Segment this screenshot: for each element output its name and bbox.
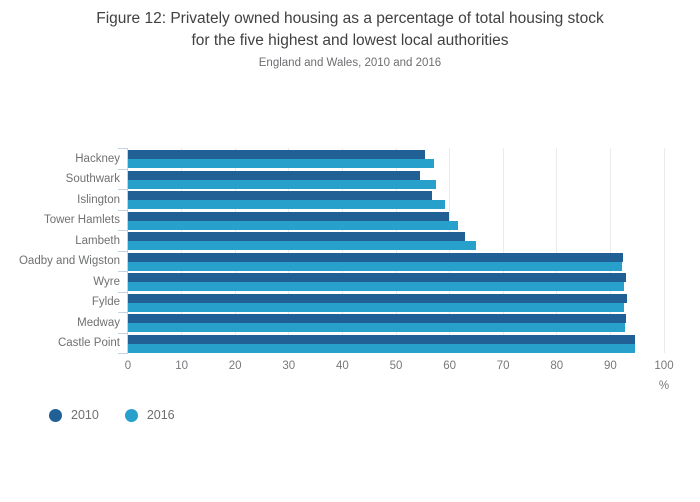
bar-2016-oadby-and-wigston <box>128 261 622 271</box>
category-label: Islington <box>77 193 120 206</box>
x-tick-label: 90 <box>603 360 617 372</box>
gridline <box>609 148 611 353</box>
legend-item-2016[interactable]: 2016 <box>124 408 175 422</box>
x-tick-label: 60 <box>443 360 456 372</box>
bar-2010-lambeth <box>128 232 466 241</box>
bar-2010-oadby-and-wigston <box>128 252 624 262</box>
legend-swatch-2010 <box>49 408 62 422</box>
chart-title-line2: for the five highest and lowest local au… <box>191 32 509 49</box>
bar-2010-hackney <box>128 150 425 159</box>
x-tick-label: 0 <box>124 360 132 372</box>
y-axis-tick <box>118 210 127 211</box>
bar-2010-medway <box>128 314 627 323</box>
x-tick-label: 50 <box>389 360 403 372</box>
y-axis-tick <box>118 189 127 190</box>
chart-title-line1: Figure 12: Privately owned housing as a … <box>96 10 604 27</box>
y-axis-tick <box>118 333 127 334</box>
category-label: Fylde <box>91 296 120 308</box>
bar-2016-fylde <box>128 302 625 312</box>
bar-2016-wyre <box>128 282 624 291</box>
x-tick-label: 20 <box>228 360 242 372</box>
bar-2016-tower-hamlets <box>128 220 459 230</box>
x-tick-label: 40 <box>335 360 349 372</box>
bar-2010-tower-hamlets <box>128 211 450 221</box>
x-axis-unit-label: % <box>658 380 670 392</box>
category-label: Tower Hamlets <box>43 214 120 226</box>
bar-2016-hackney <box>128 159 435 168</box>
bar-2010-islington <box>128 191 432 200</box>
x-tick-label: 30 <box>282 360 296 372</box>
legend-item-2010[interactable]: 2010 <box>49 408 99 422</box>
y-axis-tick <box>118 271 127 272</box>
gridline <box>556 148 558 353</box>
category-label: Castle Point <box>57 337 120 349</box>
x-tick-label: 80 <box>550 360 564 372</box>
bar-2010-southwark <box>128 170 421 180</box>
legend: 2010 2016 <box>49 408 175 422</box>
plot-area <box>128 148 665 353</box>
gridline <box>288 148 290 353</box>
bar-2016-islington <box>128 200 446 209</box>
gridline <box>395 148 397 353</box>
chart-subtitle: England and Wales, 2010 and 2016 <box>258 57 442 69</box>
bar-2016-medway <box>128 323 625 332</box>
y-axis-tick <box>118 312 127 313</box>
category-label: Oadby and Wigston <box>18 255 120 267</box>
gridline <box>341 148 343 353</box>
category-label: Wyre <box>93 275 120 288</box>
bar-2010-wyre <box>128 273 626 282</box>
y-axis-tick <box>118 251 127 252</box>
legend-swatch-2016 <box>124 408 138 422</box>
chart-title: Figure 12: Privately owned housing as a … <box>0 8 700 52</box>
bar-2016-castle-point <box>128 343 636 353</box>
legend-label-2010: 2010 <box>71 408 99 422</box>
gridline <box>663 148 665 353</box>
x-tick-label: 100 <box>654 360 674 372</box>
category-label: Hackney <box>75 152 120 165</box>
y-axis-tick <box>118 353 127 354</box>
x-tick-label: 70 <box>496 360 510 372</box>
gridline <box>502 148 504 353</box>
y-axis-tick <box>118 292 127 293</box>
y-axis-tick <box>118 230 127 231</box>
bar-2016-southwark <box>128 179 436 189</box>
gridline <box>449 148 451 353</box>
y-axis-line <box>127 148 128 354</box>
bar-2010-castle-point <box>128 334 636 344</box>
gridline <box>181 148 183 353</box>
y-axis-tick <box>118 169 127 170</box>
category-label: Medway <box>77 316 120 329</box>
bar-2016-lambeth <box>128 241 477 250</box>
gridline <box>234 148 236 353</box>
x-tick-label: 10 <box>175 360 188 372</box>
legend-label-2016: 2016 <box>146 408 175 422</box>
category-label: Lambeth <box>75 234 120 247</box>
category-label: Southwark <box>65 173 120 185</box>
bar-2010-fylde <box>128 293 628 303</box>
y-axis-tick <box>118 148 127 149</box>
